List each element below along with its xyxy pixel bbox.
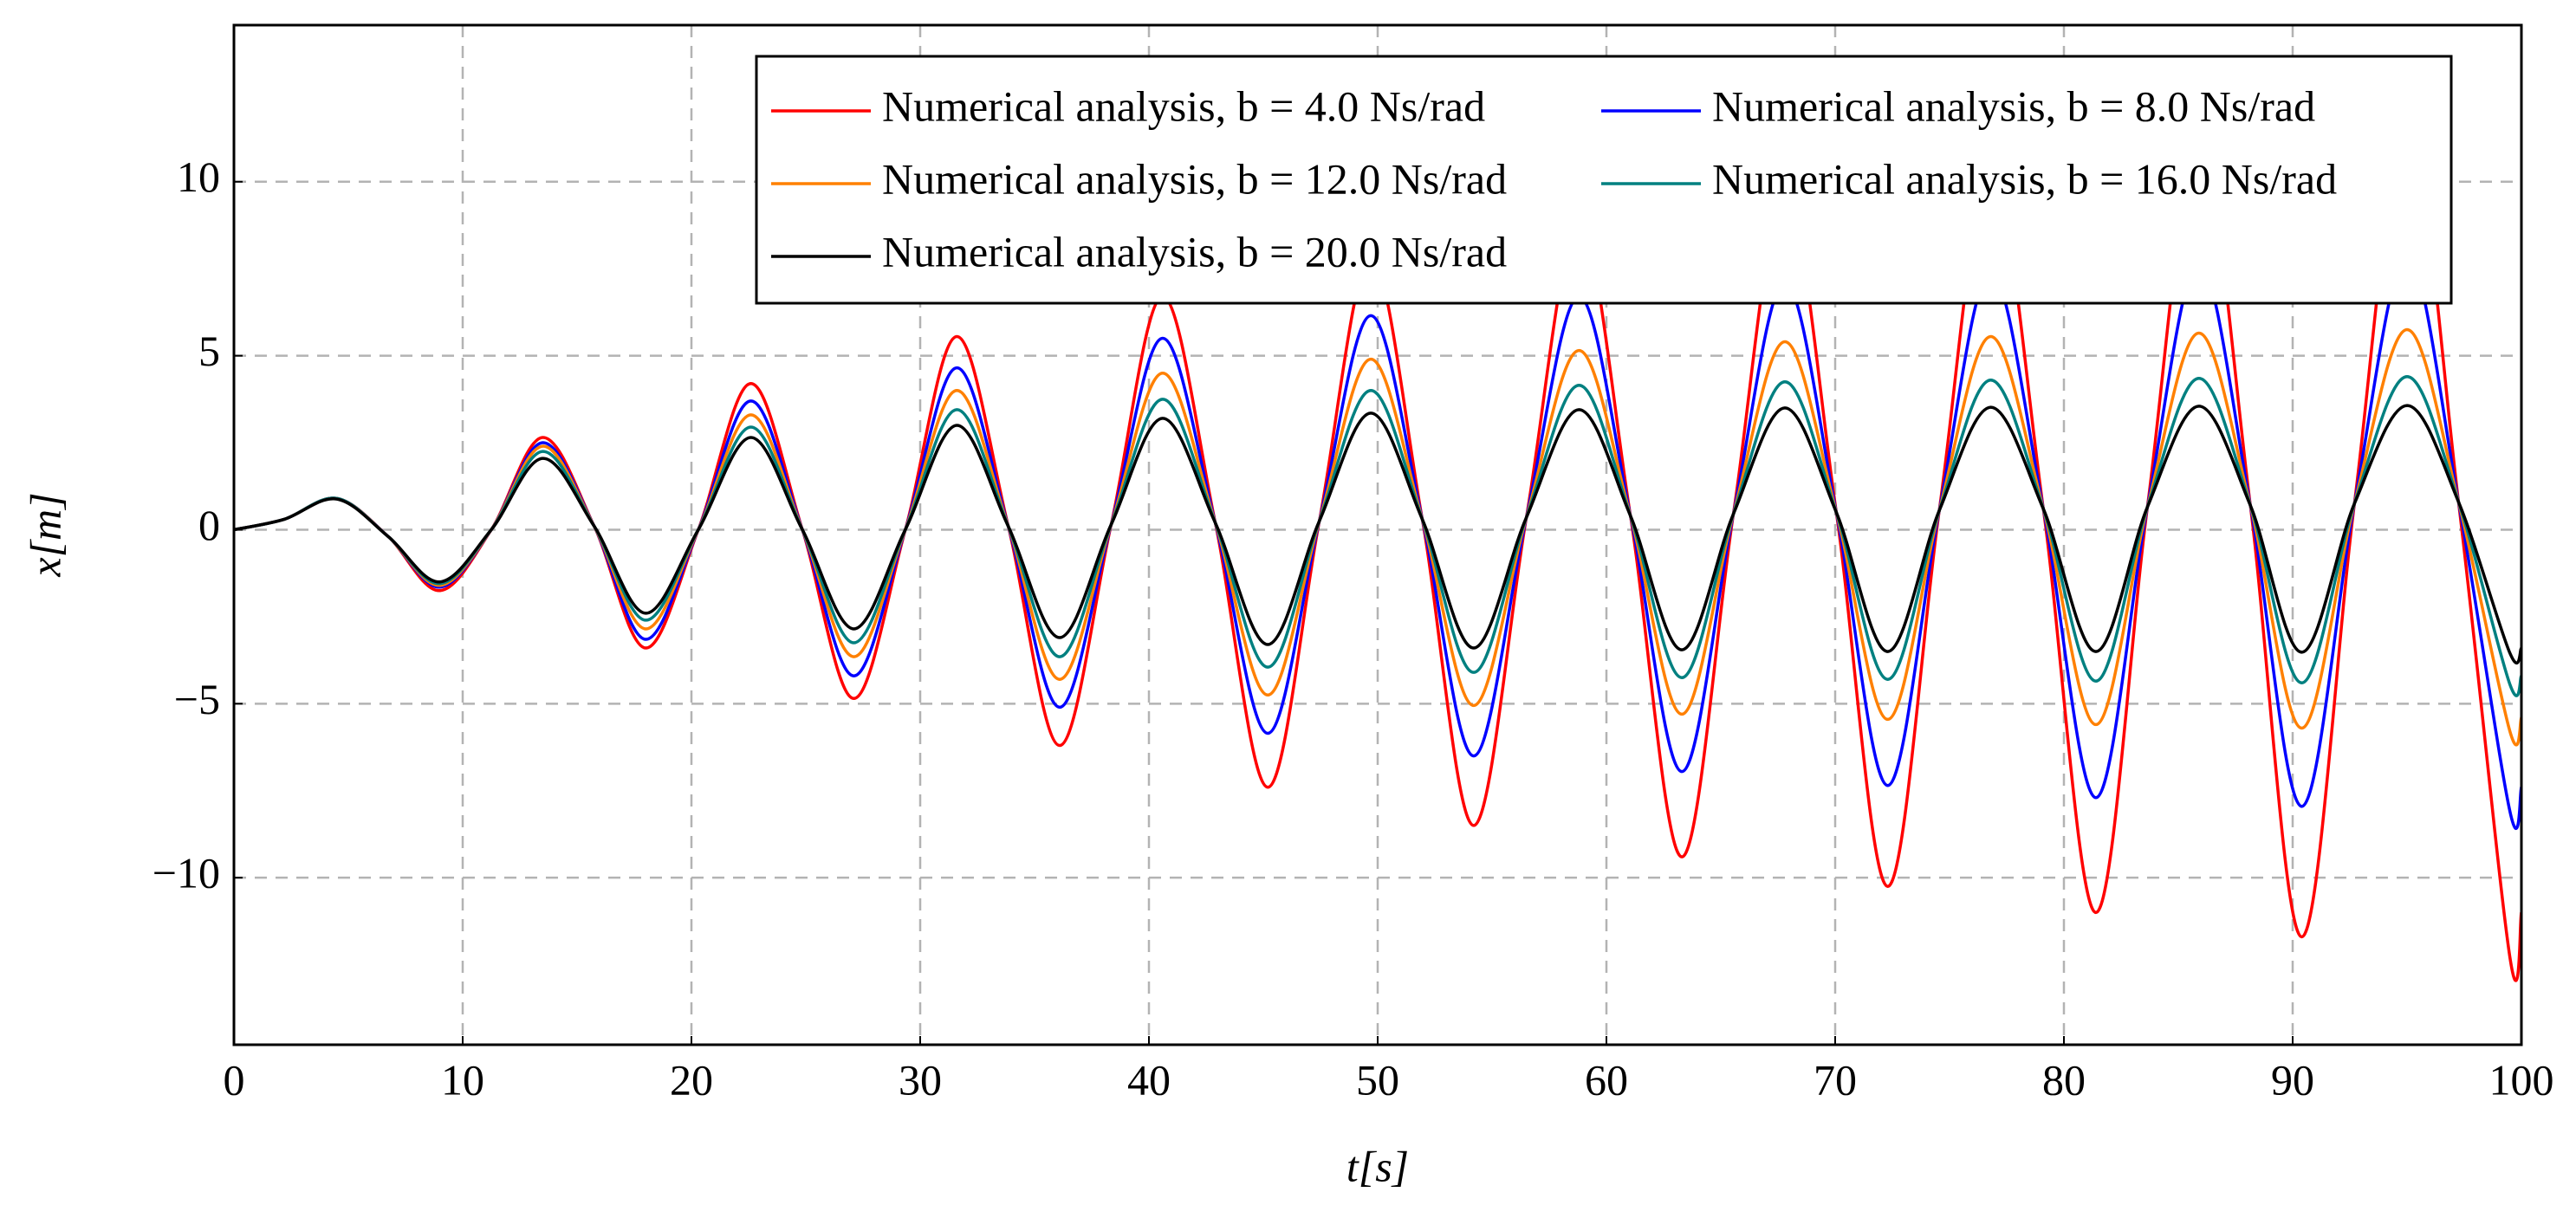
legend-label: Numerical analysis, b = 4.0 Ns/rad (882, 81, 1485, 130)
legend-label: Numerical analysis, b = 20.0 Ns/rad (882, 227, 1507, 275)
x-tick-label: 20 (670, 1055, 713, 1104)
y-tick-label: 10 (177, 152, 220, 201)
y-tick-label: −10 (152, 849, 220, 897)
y-tick-label: 0 (198, 501, 220, 549)
x-tick-label: 90 (2271, 1055, 2314, 1104)
x-tick-label: 100 (2489, 1055, 2554, 1104)
x-tick-label: 60 (1585, 1055, 1628, 1104)
y-tick-label: −5 (174, 675, 220, 723)
x-axis-label: t[s] (1346, 1142, 1409, 1190)
x-tick-label: 50 (1356, 1055, 1399, 1104)
legend-label: Numerical analysis, b = 16.0 Ns/rad (1712, 154, 2337, 203)
x-tick-label: 0 (224, 1055, 245, 1104)
x-tick-label: 40 (1127, 1055, 1171, 1104)
x-tick-label: 10 (441, 1055, 484, 1104)
legend: Numerical analysis, b = 4.0 Ns/rad Numeri… (755, 55, 2453, 305)
y-axis-label: x[m] (21, 492, 69, 577)
x-tick-label: 80 (2042, 1055, 2086, 1104)
legend-label: Numerical analysis, b = 8.0 Ns/rad (1712, 81, 2315, 130)
y-tick-label: 5 (198, 327, 220, 375)
series-line (234, 404, 2521, 664)
ticks: 0 10 20 30 40 50 60 70 80 90 100 −10 −5 0 5 10 (152, 152, 2554, 1104)
legend-box (755, 55, 2453, 305)
x-tick-label: 70 (1814, 1055, 1857, 1104)
x-tick-label: 30 (899, 1055, 942, 1104)
series-line (234, 327, 2521, 747)
legend-label: Numerical analysis, b = 12.0 Ns/rad (882, 154, 1507, 203)
